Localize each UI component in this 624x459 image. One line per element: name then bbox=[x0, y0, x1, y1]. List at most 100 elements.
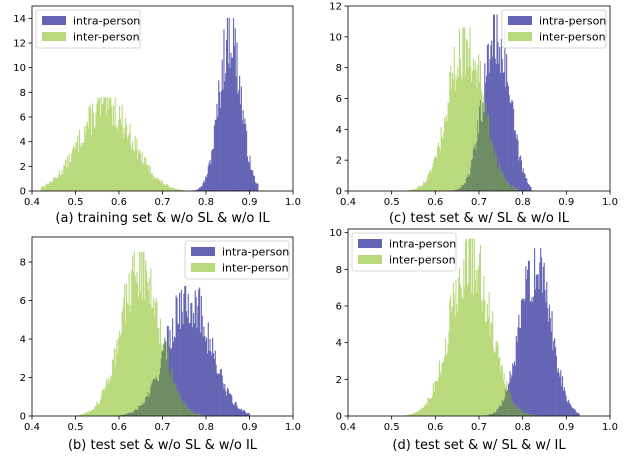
inter-bar bbox=[160, 180, 162, 191]
intra-bar bbox=[493, 14, 495, 159]
inter-bar bbox=[103, 97, 105, 191]
overlap-bar bbox=[458, 188, 461, 191]
intra-bar bbox=[186, 317, 188, 408]
intra-bar bbox=[246, 156, 249, 191]
inter-bar bbox=[420, 407, 422, 416]
inter-bar bbox=[412, 189, 414, 191]
overlap-bar bbox=[152, 381, 154, 416]
overlap-bar bbox=[499, 162, 501, 191]
inter-bar bbox=[479, 253, 481, 416]
inter-bar bbox=[136, 139, 138, 191]
inter-bar bbox=[98, 100, 100, 191]
overlap-bar bbox=[509, 183, 511, 191]
overlap-bar bbox=[458, 188, 460, 191]
overlap-bar bbox=[195, 412, 197, 416]
inter-bar bbox=[455, 279, 457, 416]
inter-bar bbox=[414, 189, 416, 191]
inter-bar bbox=[475, 69, 477, 150]
inter-bar bbox=[424, 182, 426, 191]
inter-bar bbox=[156, 301, 158, 379]
overlap-bar bbox=[131, 412, 133, 416]
intra-bar bbox=[244, 118, 246, 191]
inter-bar bbox=[413, 189, 415, 191]
intra-bar bbox=[257, 183, 259, 191]
x-tick-label: 0.5 bbox=[68, 197, 84, 208]
intra-bar bbox=[520, 327, 522, 411]
inter-bar bbox=[51, 182, 53, 191]
intra-bar bbox=[195, 297, 197, 413]
intra-bar bbox=[537, 274, 539, 416]
inter-bar bbox=[112, 126, 114, 191]
inter-bar bbox=[104, 390, 106, 416]
intra-bar bbox=[247, 413, 249, 416]
inter-bar bbox=[431, 166, 433, 191]
intra-bar bbox=[561, 376, 564, 416]
inter-bar bbox=[77, 415, 79, 416]
inter-bar bbox=[456, 303, 458, 416]
inter-bar bbox=[94, 126, 96, 191]
overlap-bar bbox=[143, 403, 145, 416]
overlap-bar bbox=[510, 393, 512, 416]
intra-bar bbox=[574, 409, 576, 416]
intra-bar bbox=[499, 72, 502, 169]
inter-bar bbox=[430, 398, 433, 416]
inter-bar bbox=[410, 414, 413, 416]
inter-bar bbox=[432, 162, 434, 191]
inter-bar bbox=[165, 341, 168, 360]
overlap-bar bbox=[493, 158, 495, 191]
inter-bar bbox=[43, 186, 45, 191]
intra-bar bbox=[226, 17, 228, 192]
overlap-bar bbox=[466, 176, 468, 191]
inter-bar bbox=[110, 375, 112, 416]
intra-bar bbox=[566, 400, 568, 416]
overlap-bar bbox=[167, 347, 169, 416]
inter-bar bbox=[100, 97, 102, 191]
inter-bar bbox=[49, 181, 51, 191]
intra-bar bbox=[489, 59, 491, 138]
inter-bar bbox=[481, 311, 483, 416]
overlap-bar bbox=[506, 183, 508, 191]
y-tick-label: 0 bbox=[20, 187, 26, 198]
intra-bar bbox=[215, 119, 217, 191]
overlap-bar bbox=[502, 401, 504, 416]
inter-bar bbox=[140, 251, 142, 405]
inter-bar bbox=[437, 142, 440, 191]
intra-bar bbox=[169, 329, 171, 370]
intra-bar bbox=[511, 374, 513, 400]
inter-bar bbox=[85, 412, 87, 416]
overlap-bar bbox=[513, 188, 516, 191]
inter-bar bbox=[60, 174, 62, 191]
intra-bar bbox=[174, 337, 176, 383]
inter-bar bbox=[469, 27, 471, 175]
inter-bar bbox=[476, 292, 478, 416]
intra-bar bbox=[546, 282, 548, 416]
overlap-bar bbox=[496, 409, 498, 416]
inter-bar bbox=[100, 396, 102, 416]
intra-bar bbox=[210, 351, 212, 416]
inter-bar bbox=[503, 372, 505, 401]
overlap-bar bbox=[132, 412, 135, 416]
x-tick-label: 0.9 bbox=[242, 422, 258, 433]
inter-bar bbox=[92, 409, 94, 416]
intra-bar bbox=[208, 350, 210, 416]
overlap-bar bbox=[151, 383, 153, 416]
inter-bar bbox=[119, 118, 121, 191]
inter-bar bbox=[133, 151, 135, 191]
intra-bar bbox=[233, 46, 235, 192]
inter-bar bbox=[148, 277, 150, 397]
inter-bar bbox=[416, 412, 418, 416]
overlap-bar bbox=[122, 414, 124, 416]
intra-bar bbox=[177, 323, 179, 391]
inter-bar bbox=[178, 189, 180, 191]
inter-bar bbox=[482, 94, 484, 103]
intra-bar bbox=[514, 130, 516, 189]
inter-bar bbox=[444, 357, 446, 416]
inter-bar bbox=[419, 186, 421, 191]
inter-bar bbox=[413, 413, 415, 416]
inter-bar bbox=[491, 322, 493, 414]
inter-bar bbox=[113, 348, 115, 416]
intra-bar bbox=[506, 82, 509, 181]
inter-bar bbox=[138, 298, 140, 406]
inter-bar bbox=[139, 292, 141, 406]
overlap-bar bbox=[473, 146, 475, 191]
